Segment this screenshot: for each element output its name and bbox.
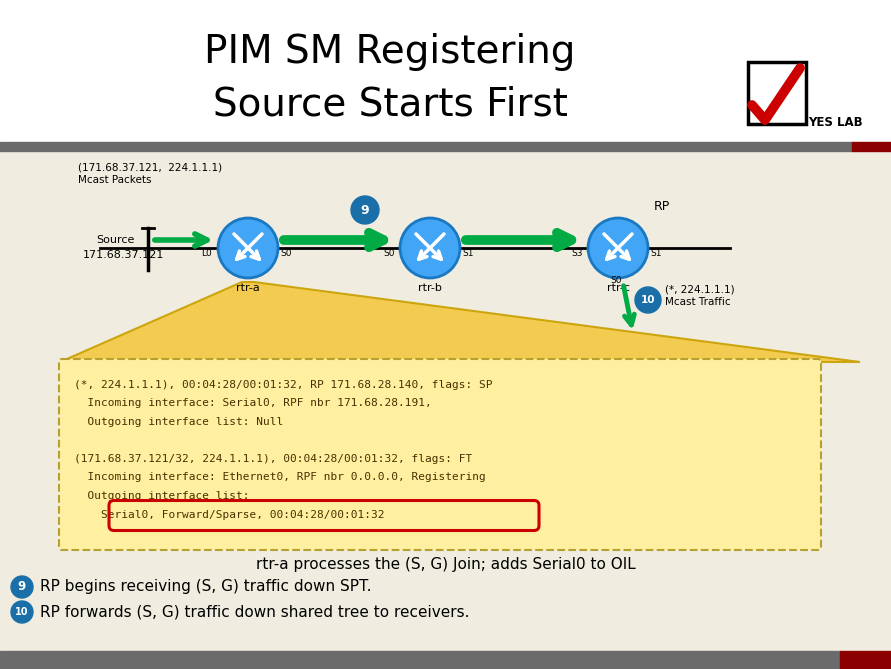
Text: Source: Source bbox=[96, 235, 135, 245]
Text: Mcast Traffic: Mcast Traffic bbox=[665, 297, 731, 307]
Bar bbox=[0, 151, 891, 651]
Text: S3: S3 bbox=[571, 249, 583, 258]
Text: S0: S0 bbox=[610, 276, 622, 285]
Text: RP forwards (S, G) traffic down shared tree to receivers.: RP forwards (S, G) traffic down shared t… bbox=[40, 605, 470, 619]
Text: 10: 10 bbox=[15, 607, 29, 617]
Text: (171.68.37.121,  224.1.1.1): (171.68.37.121, 224.1.1.1) bbox=[78, 162, 222, 172]
Bar bbox=[748, 62, 806, 124]
Text: (*, 224.1.1.1), 00:04:28/00:01:32, RP 171.68.28.140, flags: SP: (*, 224.1.1.1), 00:04:28/00:01:32, RP 17… bbox=[74, 380, 493, 390]
Text: L0: L0 bbox=[201, 249, 212, 258]
Text: Source Starts First: Source Starts First bbox=[213, 86, 568, 124]
Circle shape bbox=[218, 218, 278, 278]
Text: (*, 224.1.1.1): (*, 224.1.1.1) bbox=[665, 284, 734, 294]
Text: PIM SM Registering: PIM SM Registering bbox=[204, 33, 576, 71]
Text: Mcast Packets: Mcast Packets bbox=[78, 175, 151, 185]
Bar bbox=[0, 142, 852, 151]
Text: S1: S1 bbox=[650, 249, 661, 258]
Text: Outgoing interface list: Null: Outgoing interface list: Null bbox=[74, 417, 283, 427]
FancyBboxPatch shape bbox=[59, 359, 821, 550]
Text: YES LAB: YES LAB bbox=[808, 116, 862, 128]
Text: rtr-b: rtr-b bbox=[418, 283, 442, 293]
Text: Incoming interface: Serial0, RPF nbr 171.68.28.191,: Incoming interface: Serial0, RPF nbr 171… bbox=[74, 399, 432, 409]
Text: 9: 9 bbox=[18, 581, 26, 593]
Bar bbox=[0, 651, 840, 669]
Bar bbox=[0, 0, 891, 148]
Circle shape bbox=[400, 218, 460, 278]
Circle shape bbox=[351, 196, 379, 224]
Text: rtr-c: rtr-c bbox=[607, 283, 630, 293]
Polygon shape bbox=[60, 282, 860, 362]
Bar bbox=[840, 651, 891, 669]
Circle shape bbox=[635, 287, 661, 313]
Text: (171.68.37.121/32, 224.1.1.1), 00:04:28/00:01:32, flags: FT: (171.68.37.121/32, 224.1.1.1), 00:04:28/… bbox=[74, 454, 472, 464]
Text: RP: RP bbox=[654, 200, 670, 213]
Text: rtr-a: rtr-a bbox=[236, 283, 260, 293]
Text: rtr-a processes the (S, G) Join; adds Serial0 to OIL: rtr-a processes the (S, G) Join; adds Se… bbox=[256, 557, 636, 573]
Text: S1: S1 bbox=[462, 249, 473, 258]
Text: Serial0, Forward/Sparse, 00:04:28/00:01:32: Serial0, Forward/Sparse, 00:04:28/00:01:… bbox=[74, 510, 385, 520]
Text: 9: 9 bbox=[361, 203, 369, 217]
Text: S0: S0 bbox=[383, 249, 395, 258]
Circle shape bbox=[11, 601, 33, 623]
Text: Incoming interface: Ethernet0, RPF nbr 0.0.0.0, Registering: Incoming interface: Ethernet0, RPF nbr 0… bbox=[74, 472, 486, 482]
Text: RP begins receiving (S, G) traffic down SPT.: RP begins receiving (S, G) traffic down … bbox=[40, 579, 372, 595]
Circle shape bbox=[588, 218, 648, 278]
Text: 10: 10 bbox=[641, 295, 655, 305]
Bar bbox=[852, 142, 891, 151]
Text: 171.68.37.121: 171.68.37.121 bbox=[83, 250, 164, 260]
Circle shape bbox=[11, 576, 33, 598]
Text: S0: S0 bbox=[280, 249, 291, 258]
Text: Outgoing interface list:: Outgoing interface list: bbox=[74, 491, 249, 501]
